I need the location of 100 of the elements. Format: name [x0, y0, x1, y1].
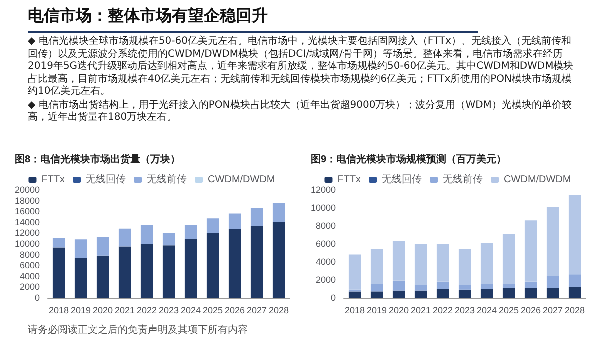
- bar: [118, 228, 132, 247]
- bar: [392, 280, 406, 291]
- x-tick-label: 2025: [498, 306, 520, 316]
- bar: [348, 254, 362, 290]
- chart-title: 图8：电信光模块市场出货量（万块）: [15, 154, 181, 166]
- bar: [458, 249, 472, 286]
- x-tick-label: 2025: [202, 306, 224, 316]
- bar: [52, 248, 66, 298]
- x-tick-label: 2021: [410, 306, 432, 316]
- bar: [458, 285, 472, 290]
- x-tick-label: 2020: [92, 306, 114, 316]
- y-tick-label: 14000: [14, 217, 40, 228]
- legend-label: CWDM/DWDM: [504, 174, 572, 186]
- text: 请务必阅读正文之后的免责声明及其项下所有内容: [28, 324, 248, 337]
- x-tick-label: 2023: [454, 306, 476, 316]
- x-tick-label: 2024: [180, 306, 202, 316]
- x-tick-label: 2018: [344, 306, 366, 316]
- bar: [524, 288, 538, 298]
- y-tick-label: 4000: [20, 271, 40, 282]
- bar: [480, 284, 494, 289]
- bar: [568, 195, 582, 275]
- bar: [414, 244, 428, 286]
- x-tick-label: 2028: [564, 306, 586, 316]
- bar: [52, 238, 66, 248]
- bar: [436, 282, 450, 289]
- legend-label: FTTx: [42, 174, 66, 186]
- y-tick-label: 12000: [14, 228, 40, 238]
- bar: [414, 285, 428, 291]
- legend-label: FTTx: [338, 174, 362, 186]
- x-tick-label: 2019: [366, 306, 388, 316]
- text: ◆ 电信光模块全球市场规模在50-60亿美元左右。电信市场中，光模块主要包括固网接入（FTTx）、无线接入（无线前传和回传）以及无源波分系统使用的CWDM/DWDM模块（包括DCI/城域网/骨干网）等场景。整体来看，电信市场需求在经历2019年5G迭代升级驱动后达到相对高点，近年来需求有所放缓，整体市场规模约50-60亿美元。其中CWDM和DWDM模块占比最高，目前市场规模在40亿美元左右；无线前传和无线回传模块市场规模约6亿美元；FTTx所使用的PON模块市场规模约10亿美元左右。: [28, 36, 575, 98]
- bar: [228, 214, 242, 230]
- x-tick-label: 2026: [224, 306, 246, 316]
- bar: [480, 243, 494, 284]
- bar: [206, 218, 220, 234]
- bar: [162, 246, 176, 298]
- bar: [480, 289, 494, 298]
- y-tick-label: 10000: [14, 239, 40, 249]
- bar: [392, 241, 406, 281]
- x-tick-label: 2027: [542, 306, 564, 316]
- text: ◆ 电信市场出货结构上，用于光纤接入的PON模块占比较大（近年出货超9000万块）；波分复用（WDM）光模块的单价较高，近年出货量在180万块左右。: [28, 100, 573, 124]
- x-tick-label: 2019: [70, 306, 92, 316]
- x-tick-label: 2026: [520, 306, 542, 316]
- bar: [546, 288, 560, 298]
- x-tick-label: 2023: [158, 306, 180, 316]
- legend-label: 无线前传: [147, 174, 188, 186]
- bar: [74, 258, 88, 298]
- y-tick-label: 16000: [14, 206, 40, 217]
- bar: [162, 233, 176, 246]
- y-tick-label: 6000: [20, 260, 40, 271]
- x-tick-label: 2022: [136, 306, 158, 316]
- bar: [546, 207, 560, 276]
- y-tick-label: 2000: [316, 275, 336, 285]
- bar: [272, 204, 286, 222]
- bar: [96, 256, 110, 298]
- bar: [458, 290, 472, 298]
- x-tick-label: 2027: [246, 306, 268, 316]
- bar: [184, 239, 198, 298]
- bar: [524, 220, 538, 282]
- legend-label: 无线前传: [443, 174, 484, 186]
- legend-label: CWDM/DWDM: [208, 174, 276, 186]
- bar: [96, 236, 110, 256]
- y-tick-label: 6000: [316, 239, 336, 249]
- x-tick-label: 2024: [476, 306, 498, 316]
- chart-title: 图9：电信光模块市场规模预测（百万美元）: [311, 154, 507, 166]
- bar: [568, 287, 582, 298]
- bar: [502, 234, 516, 284]
- y-tick-label: 0: [330, 293, 336, 303]
- bar: [370, 249, 384, 284]
- bar: [436, 289, 450, 298]
- y-tick-label: 20000: [14, 185, 40, 195]
- bar: [414, 290, 428, 298]
- bar: [74, 240, 88, 258]
- bar: [184, 225, 198, 240]
- x-tick-label: 2021: [114, 306, 136, 316]
- x-tick-label: 2018: [48, 306, 70, 316]
- bar: [228, 229, 242, 298]
- y-tick-label: 12000: [310, 185, 336, 195]
- bar: [436, 244, 450, 282]
- y-tick-label: 8000: [316, 221, 336, 231]
- bar: [568, 274, 582, 288]
- legend-label: 无线回传: [86, 174, 126, 186]
- bar: [272, 222, 286, 298]
- bar: [546, 276, 560, 288]
- y-tick-label: 0: [34, 293, 40, 303]
- bar: [250, 226, 264, 298]
- bar: [348, 292, 362, 298]
- y-tick-label: 4000: [316, 257, 336, 267]
- x-tick-label: 2020: [388, 306, 410, 316]
- bar: [370, 284, 384, 292]
- y-tick-label: 10000: [310, 203, 336, 213]
- bar: [250, 208, 264, 226]
- bar: [118, 246, 132, 298]
- bar: [524, 282, 538, 288]
- bar: [392, 290, 406, 298]
- legend-label: 无线回传: [382, 174, 422, 186]
- bar: [140, 244, 154, 298]
- bar: [370, 292, 384, 298]
- bar: [502, 284, 516, 288]
- bar: [206, 233, 220, 298]
